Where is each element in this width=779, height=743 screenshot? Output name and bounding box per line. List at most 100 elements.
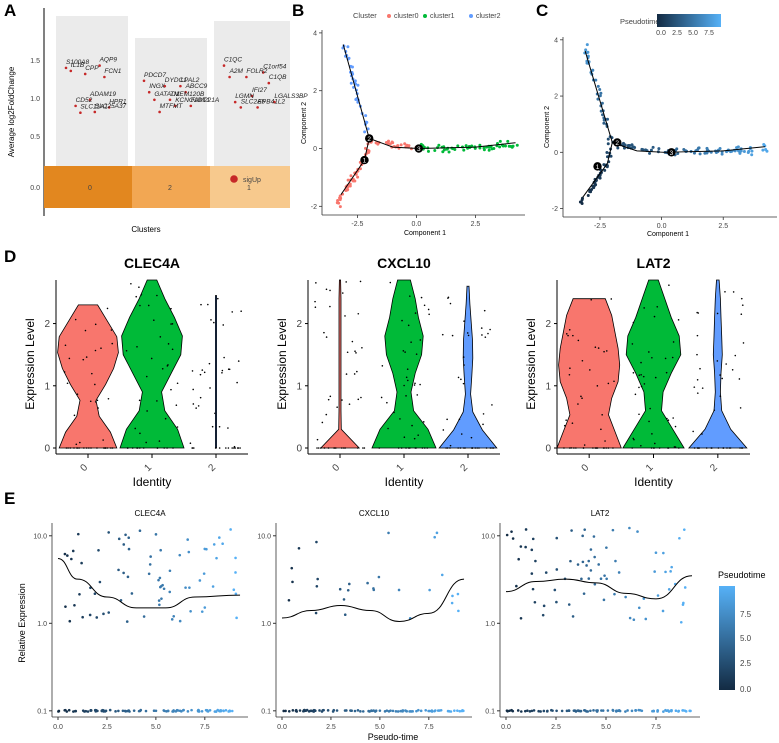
violin-cell-dot bbox=[156, 294, 158, 297]
violin-cell-dot bbox=[667, 419, 670, 421]
violin-cell-dot bbox=[414, 312, 417, 314]
panel-a-ytick-2: 1.0 bbox=[30, 96, 40, 103]
panel-b-cell bbox=[490, 147, 494, 151]
violin-cell-dot bbox=[381, 365, 384, 367]
pseudotime-cell-zero bbox=[178, 709, 182, 713]
panel-c-legend-tick-0: 0.0 bbox=[656, 30, 666, 37]
pseudotime-cell bbox=[297, 547, 301, 550]
pseudotime-cell bbox=[315, 540, 318, 544]
violin-cell-dot bbox=[166, 365, 169, 367]
gene-point-pdcd7 bbox=[142, 79, 146, 83]
pseudotime-panel-lat2: LAT2 0.1 1.0 10.0 0.0 2.5 5.0 7.5 bbox=[481, 509, 700, 731]
violin-cell-dot bbox=[82, 358, 85, 361]
violin-cell-dot bbox=[415, 447, 417, 449]
gene-label-c1qb: C1QB bbox=[269, 74, 287, 81]
violin-cell-dot bbox=[449, 302, 452, 305]
violin-cell-dot bbox=[463, 320, 465, 322]
gene-point-ifi27 bbox=[250, 94, 254, 98]
panel-c-ticks: -2.5 0.0 2.5 -2 0 2 4 bbox=[552, 37, 728, 230]
violin-ylabel: Expression Level bbox=[275, 318, 289, 409]
violin-cell-dot bbox=[673, 446, 676, 448]
pseudotime-cell-zero bbox=[343, 709, 347, 712]
gene-label-dydc1: DYDC1 bbox=[165, 77, 187, 84]
violin-cell-dot bbox=[399, 418, 401, 420]
violin-cell-dot bbox=[63, 371, 66, 373]
pseudotime-cell-zero bbox=[542, 709, 546, 713]
violin-cell-dot bbox=[76, 447, 79, 449]
pseudotime-cell-zero bbox=[681, 709, 685, 712]
pseudotime-cell-zero bbox=[217, 709, 221, 713]
violin-cell-dot bbox=[632, 372, 635, 374]
pseudotime-cell bbox=[541, 613, 545, 617]
panel-b-trajectory-edge bbox=[340, 159, 365, 196]
panel-c-cell bbox=[586, 193, 590, 197]
pseudotime-cell-zero bbox=[172, 710, 175, 713]
pseudotime-cell bbox=[88, 613, 92, 617]
pseudotime-cell-zero bbox=[555, 709, 558, 713]
gene-point-epb41l2 bbox=[256, 106, 259, 109]
panel-c-cell bbox=[602, 121, 606, 125]
panel-c-cell bbox=[705, 146, 709, 150]
gene-point-slc2a5 bbox=[239, 106, 243, 109]
violin-cell-dot bbox=[693, 447, 696, 449]
panel-c-cell bbox=[585, 61, 589, 65]
violin-cell-dot bbox=[716, 312, 719, 315]
violin-cell-dot bbox=[595, 447, 598, 449]
violin-cell-dot bbox=[487, 332, 489, 335]
violin-cell-dot bbox=[642, 375, 645, 378]
panel-b-trajectory-edge bbox=[369, 137, 419, 150]
pseudotime-cell-zero bbox=[64, 708, 67, 712]
pseudotime-cell bbox=[585, 564, 588, 567]
panel-b-cell bbox=[482, 148, 486, 152]
violin-cell-dot bbox=[218, 425, 221, 428]
panel-b-cell bbox=[399, 143, 403, 147]
violin-cell-dot bbox=[582, 447, 585, 449]
pseudotime-cell-zero bbox=[505, 709, 509, 712]
violin-cell-dot bbox=[340, 447, 343, 449]
violin-cell-dot bbox=[446, 447, 449, 449]
panel-b-cell bbox=[364, 114, 368, 118]
panel-c-cell bbox=[591, 184, 595, 188]
violin-cell-dot bbox=[405, 395, 407, 397]
panel-c-cell bbox=[657, 147, 661, 151]
pseudotime-cell bbox=[162, 587, 166, 591]
violin-cell-dot bbox=[658, 447, 661, 449]
violin-cell-dot bbox=[413, 437, 416, 440]
pseudotime-cell bbox=[457, 609, 460, 613]
violin-cell-dot bbox=[203, 371, 206, 374]
gene-point-abcc9 bbox=[184, 90, 187, 94]
violin-cell-dot bbox=[102, 439, 104, 441]
pseudotime-cell-zero bbox=[519, 710, 523, 713]
panel-b-cell bbox=[507, 144, 511, 148]
violin-cell-dot bbox=[603, 350, 605, 353]
panel-b-trajectory-edge bbox=[418, 142, 516, 150]
pseudotime-cell-zero bbox=[86, 710, 90, 713]
gene-label-lgmn: LGMN bbox=[235, 93, 254, 100]
panel-b-branch-node-label: 1 bbox=[363, 158, 367, 165]
pseudotime-cell bbox=[315, 584, 319, 588]
violin-cell-dot bbox=[696, 353, 698, 356]
panel-b-cell bbox=[462, 148, 466, 152]
violin-cell-dot bbox=[485, 447, 488, 449]
gene-point-tmem120b bbox=[168, 98, 172, 102]
gene-label-s100a8: S100A8 bbox=[66, 59, 90, 66]
pseudotime-cell bbox=[517, 557, 520, 561]
pseudotime-cell bbox=[450, 601, 454, 605]
violin-cell-dot bbox=[401, 319, 403, 322]
cluster-2-label: 2 bbox=[168, 185, 172, 192]
violin-cell-dot bbox=[189, 442, 192, 445]
pseudotime-cell bbox=[170, 618, 174, 621]
pseudotime-cell-zero bbox=[516, 709, 520, 712]
gene-label-c1orf54: C1orf54 bbox=[263, 63, 287, 70]
panel-c-ytick-label: 0 bbox=[554, 150, 558, 157]
pseudotime-cell-zero bbox=[630, 709, 634, 713]
violin-cell-dot bbox=[565, 419, 567, 421]
pseudotime-cell bbox=[200, 610, 204, 613]
violin-cell-dot bbox=[721, 377, 724, 380]
pseudotime-cell-zero bbox=[282, 709, 285, 713]
panel-b-cell bbox=[464, 144, 468, 148]
violin-cell-dot bbox=[316, 438, 319, 441]
pseudotime-cell bbox=[142, 615, 146, 618]
pseudotime-cell bbox=[656, 594, 660, 597]
pseudotime-cell bbox=[124, 533, 127, 537]
